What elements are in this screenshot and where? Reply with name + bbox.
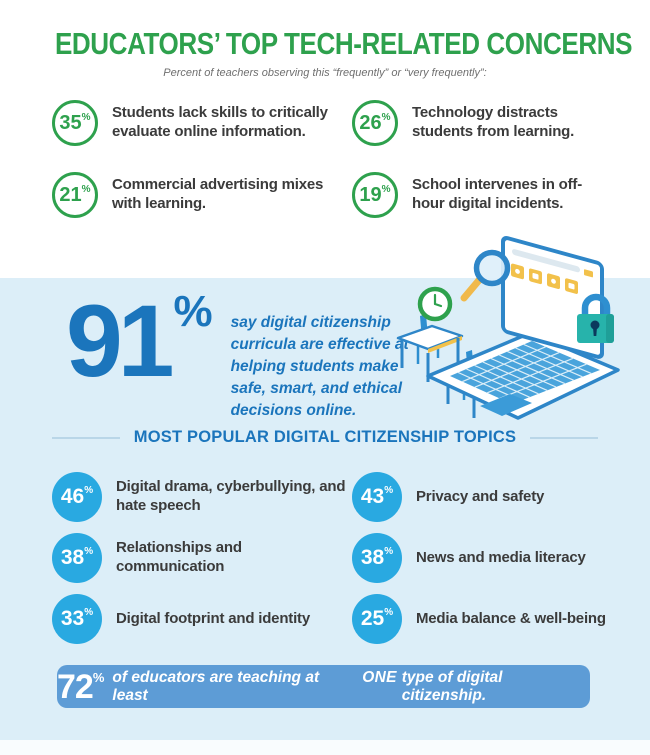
- concern-item: 19% School intervenes in off-hour digita…: [352, 172, 612, 218]
- percent-sign: %: [84, 545, 94, 557]
- concern-item: 21% Commercial advertising mixes with le…: [52, 172, 352, 218]
- percent-value: 38: [360, 546, 385, 569]
- page-subtitle: Percent of teachers observing this “freq…: [163, 67, 487, 79]
- concern-item: 35% Students lack skills to critically e…: [52, 100, 352, 146]
- percent-value: 46: [60, 485, 85, 508]
- topic-label: Media balance & well-being: [416, 609, 606, 627]
- percent-sign: %: [81, 111, 91, 123]
- percent-disc: 38%: [352, 533, 402, 583]
- concern-label: Students lack skills to critically evalu…: [112, 104, 328, 140]
- magnifying-glass-icon: [460, 249, 511, 302]
- percent-disc: 25%: [352, 594, 402, 644]
- percent-sign: %: [384, 606, 394, 618]
- percent-sign: %: [81, 183, 91, 195]
- percent-value: 26: [359, 111, 382, 134]
- percent-sign: %: [84, 606, 94, 618]
- percent-sign: %: [92, 669, 105, 685]
- percent-sign: %: [384, 545, 394, 557]
- topics-grid: 46% Digital drama, cyberbullying, and ha…: [52, 472, 612, 644]
- topic-label: Digital footprint and identity: [116, 609, 310, 627]
- percent-sign: %: [384, 484, 394, 496]
- laptop-illustration: [396, 236, 620, 420]
- percent-value: 43: [360, 485, 385, 508]
- percent-value: 35: [59, 111, 82, 134]
- percent-value: 38: [60, 546, 85, 569]
- concerns-grid: 35% Students lack skills to critically e…: [52, 100, 612, 218]
- laptop-keyboard: [426, 331, 620, 420]
- concern-label: School intervenes in off-hour digital in…: [412, 176, 583, 212]
- topics-header: MOST POPULAR DIGITAL CITIZENSHIP TOPICS: [0, 428, 650, 447]
- banner-bold-word: ONE: [362, 668, 397, 686]
- percent-disc: 33%: [52, 594, 102, 644]
- percent-value: 91: [66, 284, 174, 398]
- percent-value: 72: [57, 667, 94, 706]
- topic-label: Digital drama, cyberbullying, and hate s…: [116, 478, 346, 514]
- highlight-stat: 91% say digital citizenship curricula ar…: [66, 290, 436, 422]
- topics-heading: MOST POPULAR DIGITAL CITIZENSHIP TOPICS: [133, 428, 517, 446]
- banner-text-after: type of digital citizenship.: [401, 668, 503, 704]
- percent-value: 19: [359, 183, 382, 206]
- page-title: EDUCATORS’ TOP TECH-RELATED CONCERNS: [54, 26, 633, 61]
- touchpad: [480, 394, 532, 416]
- banner-text-before: of educators are teaching at least: [112, 668, 320, 704]
- topic-item: 25% Media balance & well-being: [352, 594, 612, 644]
- header: EDUCATORS’ TOP TECH-RELATED CONCERNS: [0, 26, 650, 62]
- concern-item: 26% Technology distracts students from l…: [352, 100, 612, 146]
- padlock-icon: [577, 293, 614, 343]
- banner-percent: 72%: [57, 670, 104, 704]
- percent-sign: %: [84, 484, 94, 496]
- concern-label: Technology distracts students from learn…: [412, 104, 575, 140]
- percent-value: 21: [59, 183, 82, 206]
- divider-line: [530, 436, 599, 439]
- percent-ring: 19%: [352, 172, 398, 218]
- banner-text: of educators are teaching at least ONE t…: [112, 669, 590, 705]
- percent-disc: 43%: [352, 472, 402, 522]
- topic-item: 38% Relationships and communication: [52, 533, 352, 583]
- topic-label: Relationships and communication: [116, 539, 242, 575]
- divider-line: [51, 436, 120, 439]
- percent-sign: %: [381, 111, 391, 123]
- percent-value: 33: [60, 607, 85, 630]
- topic-item: 33% Digital footprint and identity: [52, 594, 352, 644]
- percent-ring: 21%: [52, 172, 98, 218]
- footer-strip: [0, 740, 650, 755]
- percent-disc: 46%: [52, 472, 102, 522]
- bottom-banner: 72% of educators are teaching at least O…: [57, 665, 590, 708]
- percent-sign: %: [381, 183, 391, 195]
- highlight-text: say digital citizenship curricula are ef…: [230, 314, 409, 419]
- percent-ring: 35%: [52, 100, 98, 146]
- highlight-percent: 91%: [66, 287, 213, 422]
- percent-disc: 38%: [52, 533, 102, 583]
- percent-value: 25: [360, 607, 385, 630]
- concern-label: Commercial advertising mixes with learni…: [112, 176, 324, 212]
- topic-item: 38% News and media literacy: [352, 533, 612, 583]
- topic-item: 46% Digital drama, cyberbullying, and ha…: [52, 472, 352, 522]
- percent-sign: %: [173, 287, 213, 336]
- clock-icon: [417, 286, 453, 322]
- topic-label: News and media literacy: [416, 548, 586, 566]
- topic-item: 43% Privacy and safety: [352, 472, 612, 522]
- search-bar: [512, 249, 580, 273]
- topic-label: Privacy and safety: [416, 487, 545, 505]
- percent-ring: 26%: [352, 100, 398, 146]
